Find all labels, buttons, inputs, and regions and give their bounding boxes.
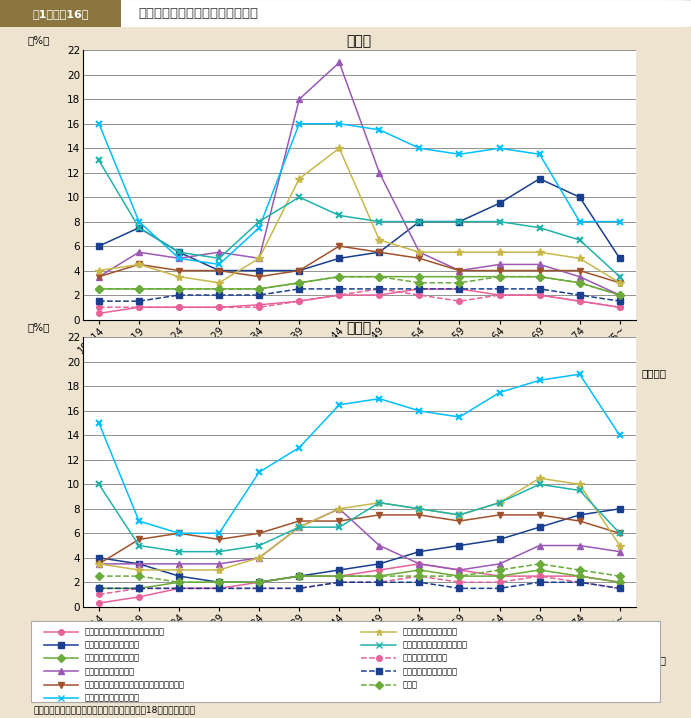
Title: 女　性: 女 性: [347, 34, 372, 47]
Text: （備考）　総務省「社会生活基本調査」（平成18年）より作成。: （備考） 総務省「社会生活基本調査」（平成18年）より作成。: [34, 705, 196, 714]
Text: 障害者を対象とした活動: 障害者を対象とした活動: [85, 654, 140, 663]
Text: 健康や医療サービスに関係した活動: 健康や医療サービスに関係した活動: [85, 628, 165, 637]
Bar: [0, 0, 121, 27]
Text: 自然や環境を守るための活動: 自然や環境を守るための活動: [403, 640, 468, 650]
Text: 災害に関係した活動: 災害に関係した活動: [403, 654, 448, 663]
Text: （年齢）: （年齢）: [641, 368, 666, 378]
Text: （%）: （%）: [28, 322, 50, 332]
Text: スポーツ・文化・芸術・学術に関係した活動: スポーツ・文化・芸術・学術に関係した活動: [85, 680, 185, 689]
Text: 第1－特－16図: 第1－特－16図: [32, 9, 88, 19]
Text: その他: その他: [403, 680, 418, 689]
Text: まちづくりのための活動: まちづくりのための活動: [85, 693, 140, 702]
Text: 安全な生活のための活動: 安全な生活のための活動: [403, 628, 457, 637]
Text: 性別年代別活動の種類別行動者率: 性別年代別活動の種類別行動者率: [138, 7, 258, 20]
Text: （%）: （%）: [28, 35, 50, 45]
Text: 国際協力に関係した活動: 国際協力に関係した活動: [403, 667, 457, 676]
FancyBboxPatch shape: [0, 0, 691, 27]
Text: 子供を対象とした活動: 子供を対象とした活動: [85, 667, 135, 676]
Text: 高齢者を対象とした活動: 高齢者を対象とした活動: [85, 640, 140, 650]
Text: （年齢）: （年齢）: [641, 656, 666, 666]
Title: 男　性: 男 性: [347, 321, 372, 335]
